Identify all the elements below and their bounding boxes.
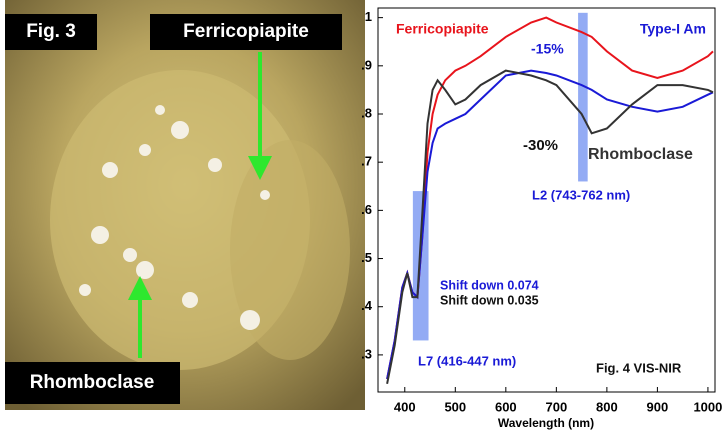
label-box — [5, 362, 180, 404]
legend-label: Type-I Am — [640, 21, 706, 37]
annotation: -15% — [531, 41, 564, 57]
y-tick-label: .7 — [361, 154, 372, 169]
y-tick-label: .5 — [361, 250, 372, 265]
series-line — [386, 69, 714, 380]
plot-frame — [377, 7, 716, 393]
annotation: -30% — [523, 137, 558, 154]
y-tick-label: .4 — [361, 298, 373, 313]
legend-label: Ferricopiapite — [396, 21, 489, 37]
y-tick-label: 1 — [365, 9, 372, 24]
annotation: Shift down 0.035 — [440, 293, 539, 307]
series-line — [386, 69, 714, 384]
x-tick-label: 800 — [596, 399, 618, 414]
x-tick-label: 700 — [546, 399, 568, 414]
y-tick-label: .6 — [361, 202, 372, 217]
legend-label: Rhomboclase — [588, 146, 693, 163]
white-crystals — [79, 105, 270, 330]
annotation: Fig. 4 VIS-NIR — [596, 360, 682, 375]
x-tick-label: 600 — [495, 399, 517, 414]
y-tick-label: .8 — [361, 105, 372, 120]
x-tick-label: 400 — [394, 399, 416, 414]
x-tick-label: 500 — [444, 399, 466, 414]
x-tick-label: 1000 — [693, 399, 722, 414]
photo: Fig. 3 Ferricopiapite Rhomboclase — [5, 0, 365, 410]
label-box — [150, 14, 342, 50]
x-axis-label: Wavelength (nm) — [498, 416, 594, 430]
x-tick-label: 900 — [647, 399, 669, 414]
y-tick-label: .9 — [361, 57, 372, 72]
band — [578, 12, 588, 182]
photo-annotation: Rhomboclase — [30, 372, 155, 393]
photo-label: Fig. 3 — [26, 21, 76, 42]
band-label: L2 (743-762 nm) — [532, 187, 630, 202]
band-label: L7 (416-447 nm) — [418, 353, 516, 368]
annotation: Shift down 0.074 — [440, 278, 539, 292]
photo-annotation: Ferricopiapite — [183, 21, 309, 42]
y-tick-label: .3 — [361, 346, 372, 361]
label-box — [5, 14, 97, 50]
